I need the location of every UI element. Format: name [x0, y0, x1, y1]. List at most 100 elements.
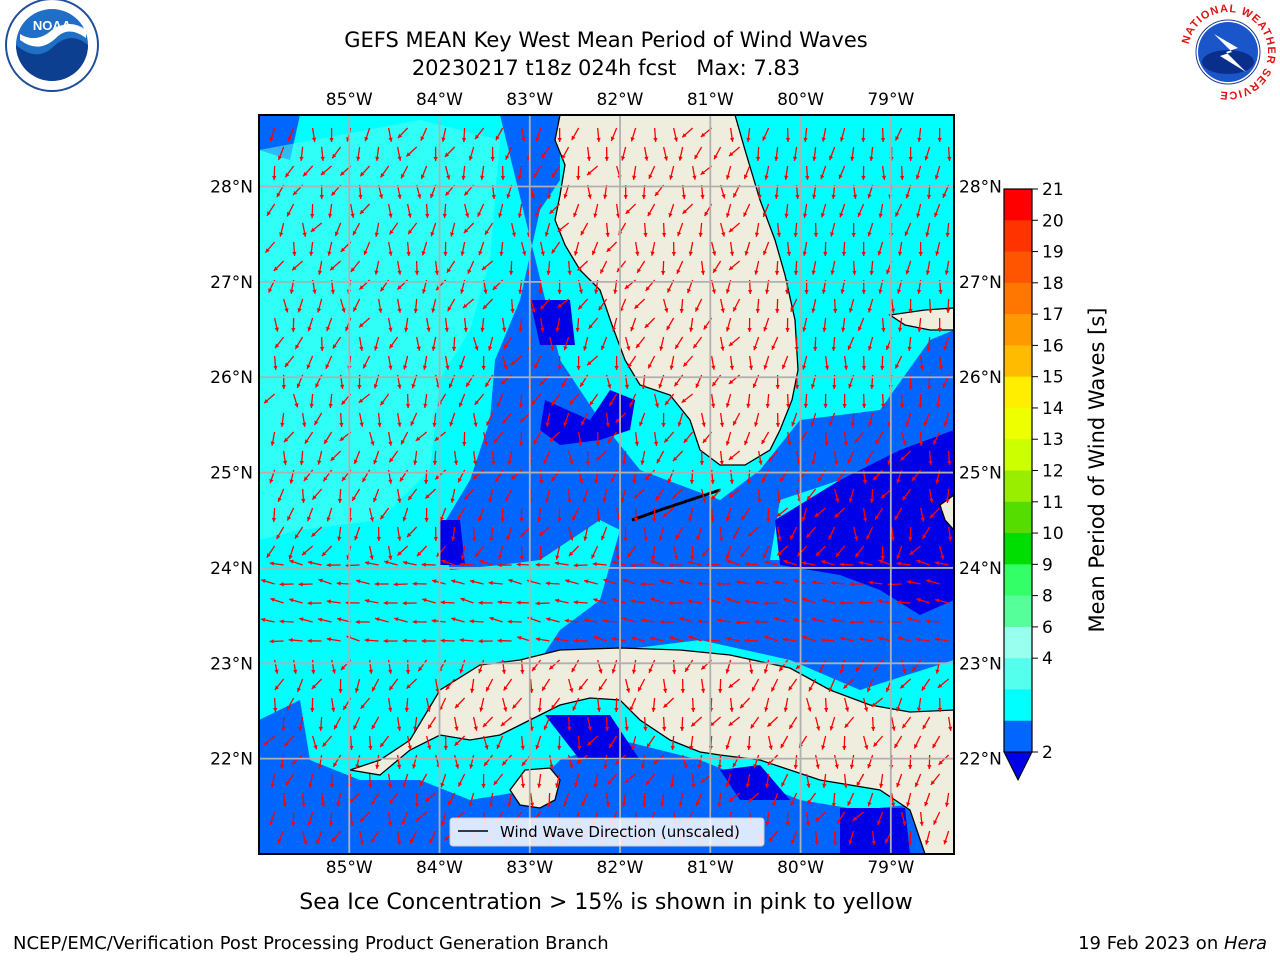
- wind-wave-arrow: [274, 336, 285, 349]
- wind-wave-arrow: [379, 393, 390, 406]
- wind-wave-arrow: [538, 526, 551, 537]
- wind-wave-arrow: [478, 507, 485, 522]
- wind-wave-arrow: [937, 317, 942, 333]
- wind-wave-arrow: [412, 619, 427, 625]
- wind-wave-arrow: [624, 773, 637, 784]
- wind-wave-arrow: [633, 507, 639, 523]
- wind-wave-arrow: [387, 355, 393, 370]
- wind-wave-arrow: [775, 298, 780, 314]
- wind-wave-arrow: [434, 260, 440, 275]
- wind-wave-arrow: [425, 697, 431, 712]
- colorbar-tick-label: 2: [1042, 743, 1053, 763]
- wind-wave-arrow: [871, 697, 884, 708]
- wind-wave-arrow: [596, 507, 601, 522]
- wind-wave-arrow: [754, 260, 760, 275]
- wind-wave-arrow: [871, 830, 876, 845]
- wind-wave-arrow: [355, 619, 370, 625]
- wind-wave-arrow: [896, 697, 903, 712]
- wind-wave-arrow: [388, 450, 399, 463]
- wind-wave-arrow: [393, 582, 408, 587]
- wind-wave-arrow: [726, 559, 740, 566]
- wind-wave-arrow: [424, 792, 437, 803]
- wind-wave-arrow: [309, 393, 314, 408]
- wind-wave-arrow: [744, 431, 751, 446]
- wind-wave-arrow: [788, 716, 798, 730]
- colorbar-label: Mean Period of Wind Waves [s]: [1085, 307, 1109, 633]
- wind-wave-arrow: [363, 241, 371, 256]
- wind-wave-arrow: [415, 811, 428, 822]
- wind-wave-arrow: [583, 579, 598, 585]
- wind-wave-arrow: [614, 697, 619, 713]
- wind-wave-arrow: [554, 598, 569, 604]
- wind-wave-arrow: [517, 165, 523, 180]
- wind-wave-arrow: [261, 578, 275, 585]
- wind-wave-arrow: [839, 636, 854, 642]
- wind-wave-arrow: [844, 697, 850, 712]
- wind-wave-arrow: [662, 678, 668, 693]
- wind-wave-arrow: [266, 203, 276, 217]
- wind-wave-arrow: [355, 579, 370, 585]
- wind-wave-arrow: [814, 754, 820, 769]
- wind-wave-arrow: [778, 659, 789, 672]
- colorbar-segment: [1004, 314, 1032, 346]
- wind-wave-arrow: [768, 830, 779, 843]
- wind-wave-arrow: [444, 317, 449, 332]
- wind-wave-arrow: [311, 127, 317, 142]
- wind-wave-arrow: [785, 811, 790, 827]
- wind-wave-arrow: [547, 792, 552, 808]
- wind-wave-arrow: [338, 678, 343, 694]
- colorbar-tick-label: 4: [1042, 649, 1053, 669]
- wind-wave-arrow: [934, 165, 941, 180]
- wind-wave-arrow: [602, 618, 617, 624]
- wind-wave-arrow: [269, 639, 284, 644]
- wind-wave-arrow: [813, 336, 818, 352]
- wind-wave-arrow: [500, 507, 505, 523]
- wind-wave-arrow: [712, 260, 722, 274]
- wind-wave-arrow: [935, 659, 941, 674]
- wind-wave-arrow: [493, 431, 504, 444]
- wind-wave-arrow: [744, 599, 759, 604]
- wind-wave-arrow: [478, 241, 485, 256]
- wind-wave-arrow: [916, 697, 922, 712]
- wind-wave-arrow: [893, 735, 903, 749]
- wind-wave-arrow: [725, 507, 732, 522]
- wind-wave-arrow: [854, 545, 865, 558]
- wind-wave-arrow: [857, 317, 865, 332]
- wind-wave-arrow: [576, 260, 589, 272]
- wind-wave-arrow: [280, 412, 285, 427]
- wind-wave-arrow: [824, 355, 830, 370]
- wind-wave-arrow: [687, 560, 702, 566]
- wind-wave-arrow: [834, 507, 846, 519]
- wind-wave-arrow: [744, 241, 751, 256]
- wind-wave-arrow: [732, 412, 741, 426]
- wind-wave-arrow: [812, 146, 817, 161]
- wind-wave-arrow: [678, 579, 693, 585]
- wind-wave-arrow: [420, 165, 428, 180]
- wind-wave-arrow: [881, 393, 886, 409]
- wind-wave-arrow: [802, 241, 808, 256]
- wind-wave-arrow: [858, 637, 873, 642]
- wind-wave-arrow: [576, 355, 581, 371]
- wind-wave-arrow: [317, 754, 323, 769]
- wind-wave-arrow: [699, 450, 705, 466]
- wind-wave-arrow: [501, 412, 513, 424]
- wind-wave-arrow: [728, 336, 741, 347]
- wind-wave-arrow: [813, 222, 819, 238]
- wind-wave-arrow: [669, 636, 683, 642]
- wind-wave-arrow: [557, 507, 562, 523]
- wind-wave-arrow: [643, 222, 648, 238]
- wind-wave-arrow: [483, 735, 489, 750]
- wind-wave-arrow: [405, 659, 411, 675]
- wind-wave-arrow: [413, 298, 418, 314]
- lon-label-bottom: 79°W: [867, 858, 914, 878]
- wind-wave-arrow: [539, 241, 545, 256]
- wind-wave-arrow: [460, 545, 466, 560]
- wind-wave-arrow: [371, 678, 380, 692]
- colorbar-segment: [1004, 595, 1032, 628]
- wind-wave-arrow: [911, 659, 922, 672]
- wind-wave-arrow: [328, 393, 333, 409]
- wind-wave-arrow: [647, 203, 656, 217]
- wind-wave-arrow: [772, 792, 779, 807]
- wind-wave-arrow: [350, 260, 361, 273]
- wind-wave-arrow: [664, 393, 675, 406]
